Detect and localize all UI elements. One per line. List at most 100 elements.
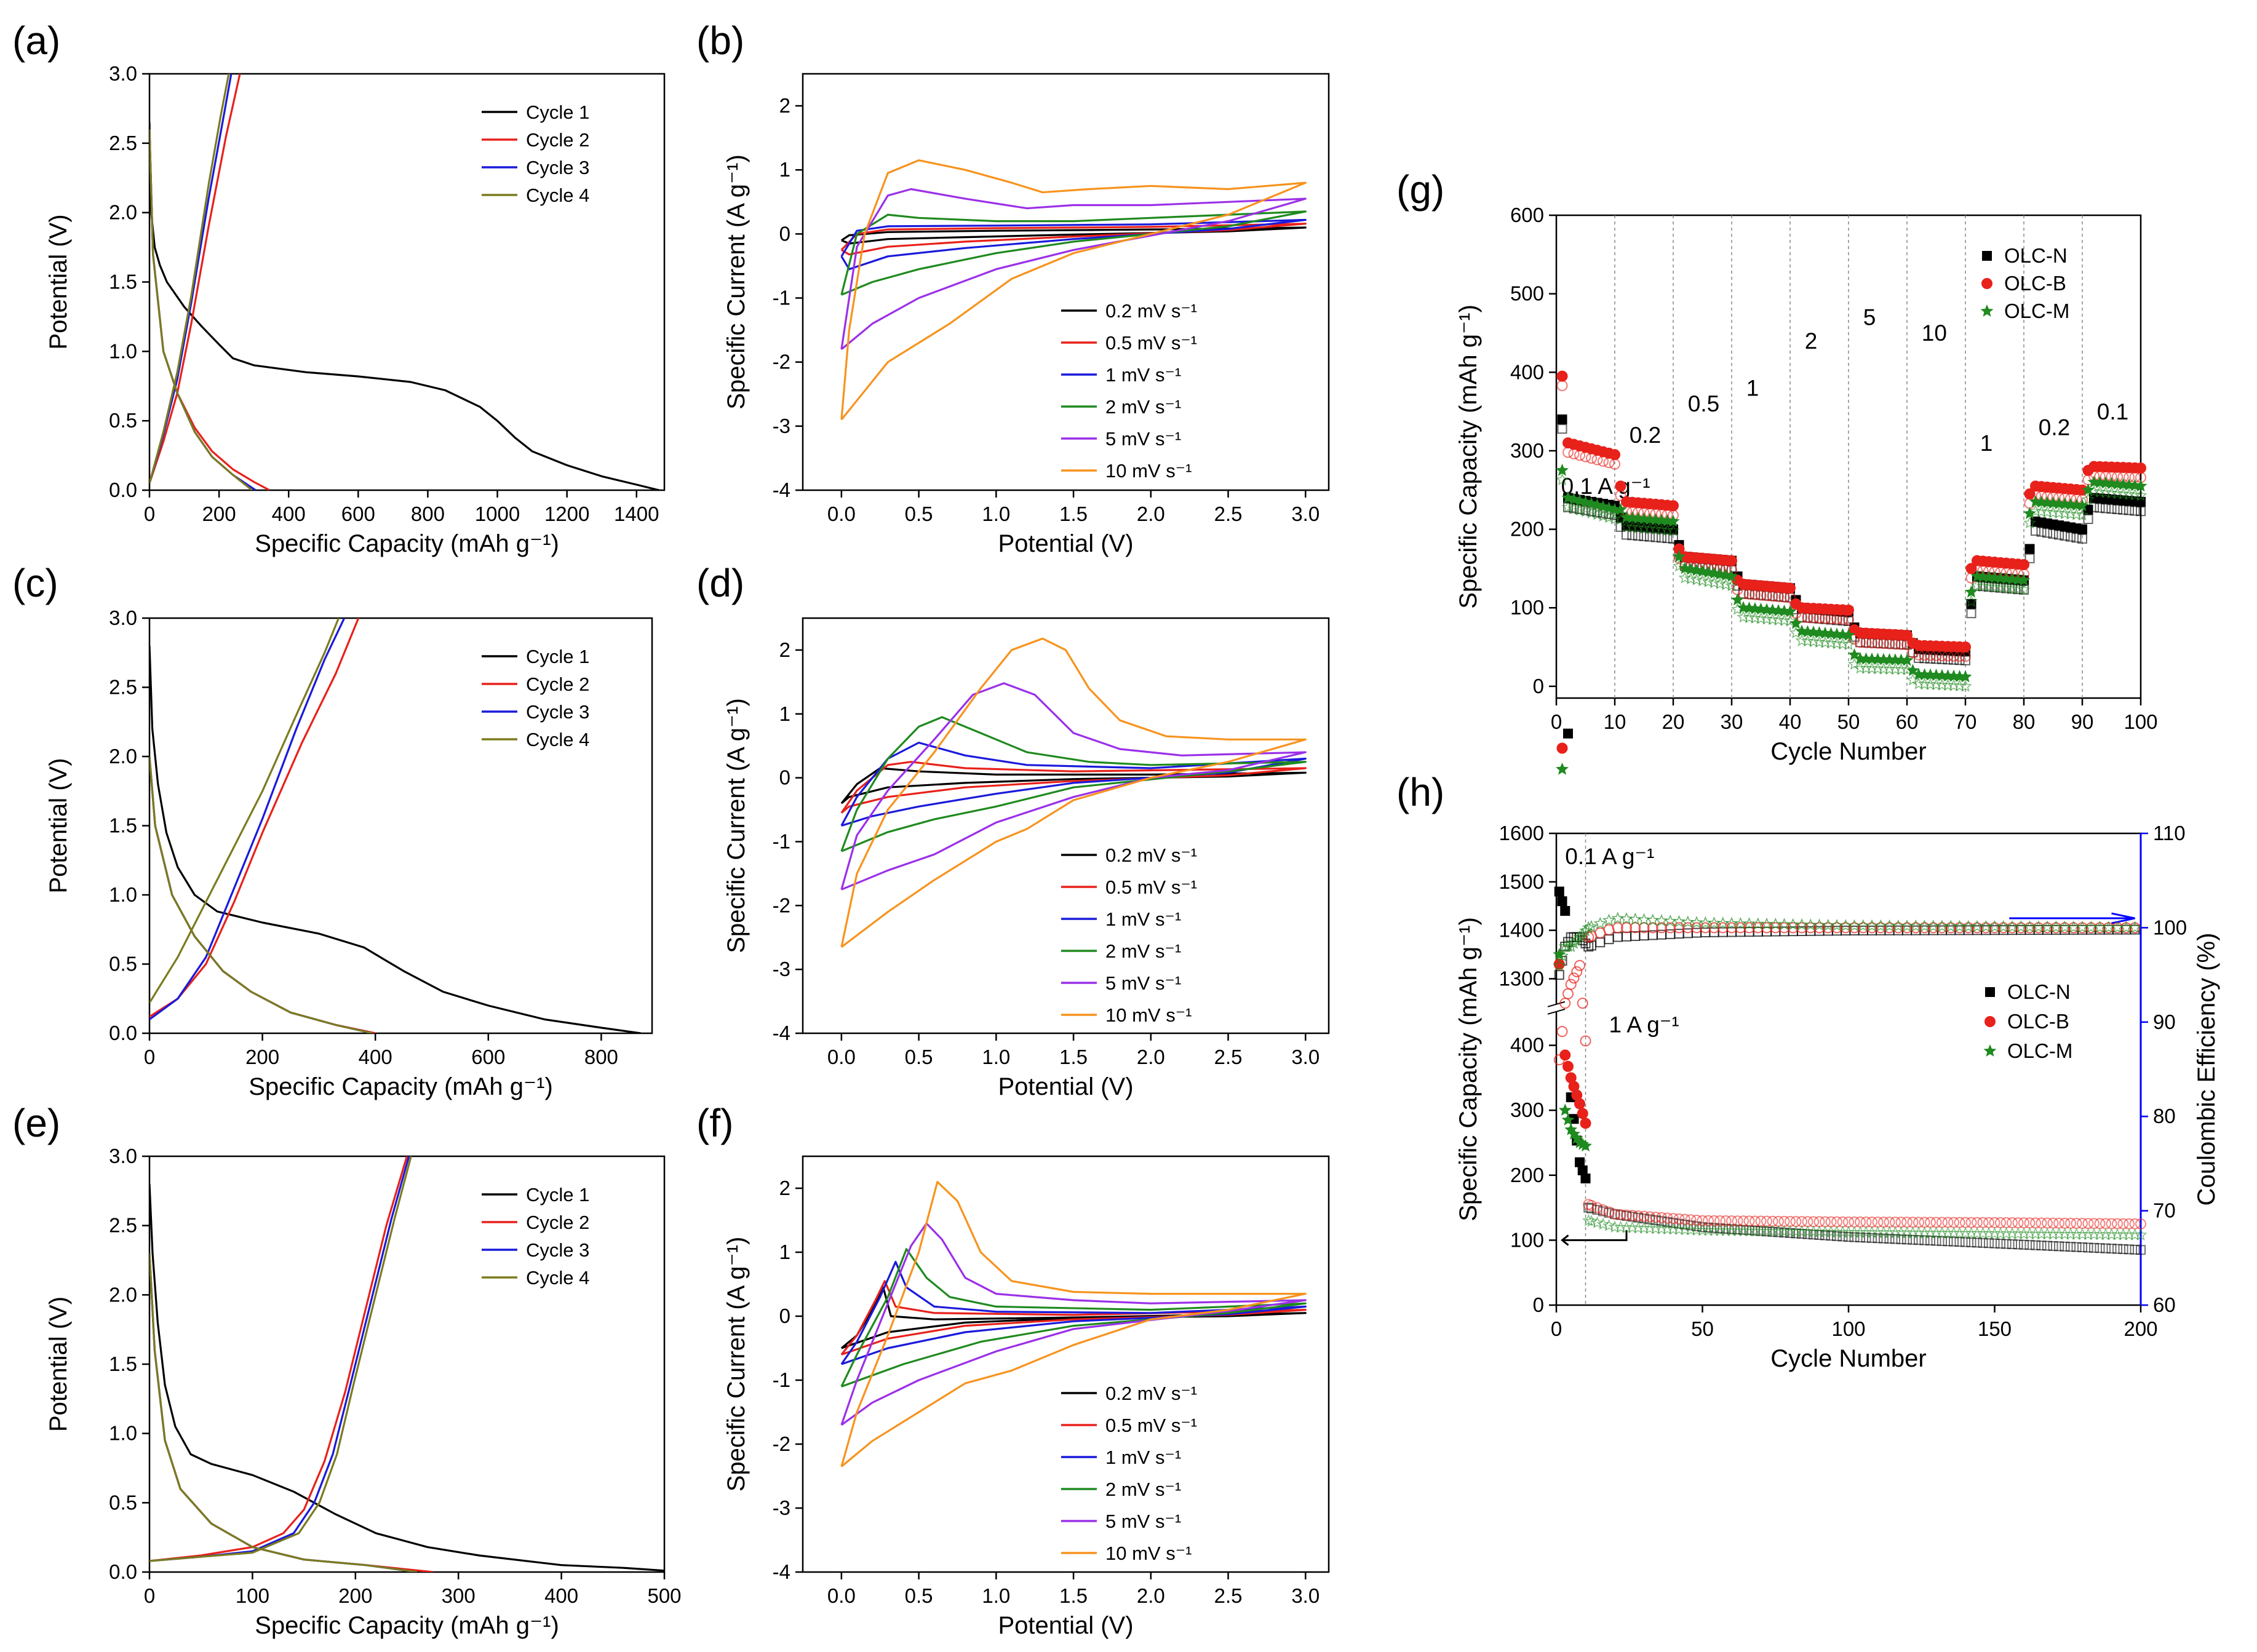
y-tick-label: -1 [773,287,790,309]
data-point [2031,1240,2040,1250]
data-point [1596,1217,1610,1230]
data-point [1553,1054,1565,1066]
data-point [2128,1228,2141,1241]
data-point [1966,1237,1976,1247]
data-point [1591,454,1603,466]
data-point [1837,1216,1849,1228]
data-point [1770,922,1781,934]
data-point [1673,915,1686,927]
data-point [1960,651,1971,662]
data-point [2077,533,2087,544]
data-point [1890,1217,1901,1228]
data-point [1779,1228,1789,1238]
data-point [1984,582,1994,592]
y-tick-label: 1 [779,158,790,181]
data-point [2059,1217,2071,1229]
y-tick-label: -2 [773,1432,790,1455]
x-tick-label: 800 [584,1046,618,1068]
data-point [1668,533,1678,544]
y-tick-label: 1.5 [109,1352,137,1375]
y-tick-label: 1.5 [109,271,137,293]
data-point [1631,1221,1645,1234]
data-point [1666,524,1680,537]
data-point [2130,506,2140,516]
data-point [1989,582,2000,592]
data-point [1684,572,1698,585]
series-line [149,618,340,1004]
data-point [1849,922,1860,934]
y-tick-label: 1.0 [109,1422,137,1445]
y-tick-label: 200 [1510,518,1544,541]
x-tick-label: 0.5 [905,1584,933,1607]
series-line [149,618,360,1018]
y-tick-label: 600 [1510,204,1544,226]
data-point [2017,582,2031,595]
data-point [1972,922,1983,934]
x-tick-label: 0 [144,1584,155,1607]
data-point [1614,502,1627,515]
data-point [2017,1227,2031,1240]
data-point [1738,588,1749,600]
data-point [1717,922,1729,934]
x-axis-label: Potential (V) [998,530,1133,557]
data-point [1866,637,1877,649]
data-point [1791,1228,1801,1239]
data-point [1590,507,1604,520]
data-point [1919,649,1930,661]
data-point [1873,1233,1883,1244]
data-point [1755,589,1767,601]
series-line [149,74,241,484]
data-point [1603,457,1615,469]
legend-label: 0.5 mV s⁻¹ [1105,1415,1197,1436]
data-point [1778,591,1790,603]
data-point [1663,914,1677,927]
data-point [2112,1218,2123,1229]
y-tick-label: 0 [779,766,790,789]
legend-label: 2 mV s⁻¹ [1105,396,1181,418]
legend-label: 0.2 mV s⁻¹ [1105,1383,1197,1404]
data-point [1609,1209,1620,1220]
data-point [1662,533,1673,544]
data-point [2031,526,2040,536]
data-point [2118,504,2128,515]
data-point [1665,922,1676,934]
data-point [1954,922,1965,934]
data-point [1878,638,1889,649]
data-point [1713,577,1727,590]
data-point [1563,502,1573,512]
data-point [2077,1218,2088,1229]
y-tick-label: 2.0 [109,745,137,768]
x-tick-label: 40 [1779,710,1802,733]
data-point [2130,1244,2140,1255]
data-point [1556,473,1569,485]
axis-break-mark [1547,1001,1566,1007]
data-point [1577,998,1588,1009]
data-point [1783,605,1797,618]
data-point [1857,922,1869,934]
data-point [1849,1232,1860,1242]
panel-label-a: (a) [12,18,60,63]
data-point [1622,931,1631,942]
data-point [2099,1228,2112,1241]
data-point [1558,1103,1572,1116]
data-point [1962,922,1974,934]
data-point [1691,922,1702,934]
data-point [1638,913,1650,926]
data-point [1831,613,1842,625]
data-point [1889,662,1902,675]
series-line [149,756,373,1033]
data-point [1615,490,1626,501]
x-tick-label: 2.0 [1137,1584,1165,1607]
data-point [1574,959,1585,971]
right-axis-label: Coulombic Efficiency (%) [2193,933,2220,1206]
data-point [1995,1217,2006,1228]
x-tick-label: 1.5 [1059,1584,1088,1607]
data-point [1831,922,1842,934]
data-point [1855,1232,1865,1242]
y-tick-label: 2.5 [109,676,137,699]
data-point [2024,922,2036,934]
y-tick-label: 100 [1510,1228,1544,1251]
data-point [2101,503,2111,514]
data-point [2048,528,2058,539]
legend-label: 0.2 mV s⁻¹ [1105,844,1197,866]
